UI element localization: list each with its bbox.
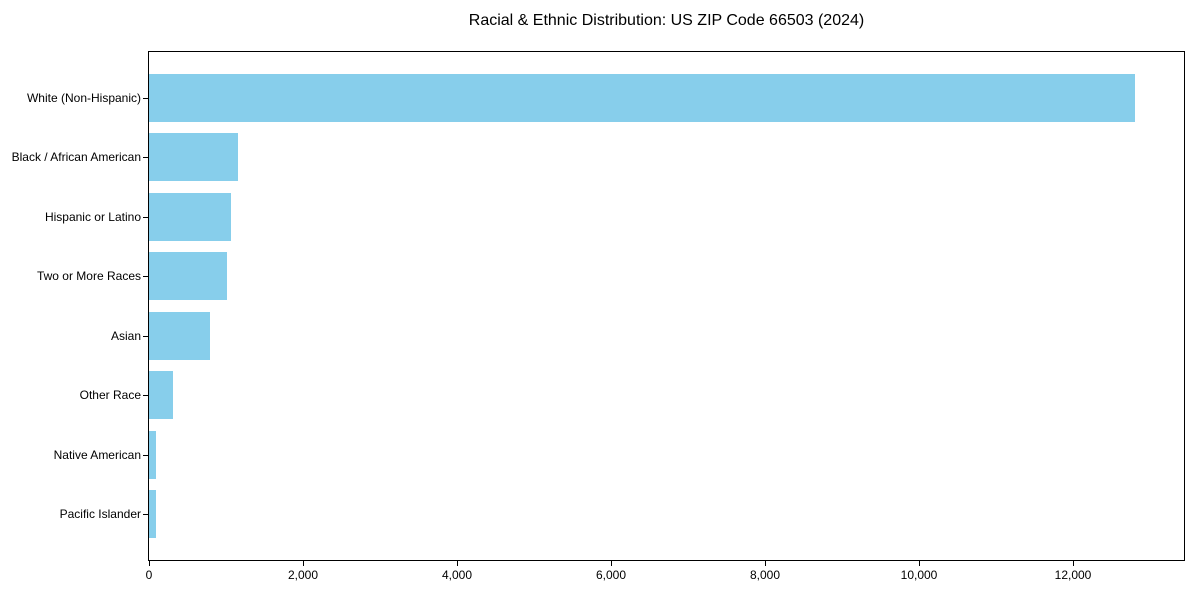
x-tick-label: 0 bbox=[145, 568, 153, 582]
y-tick-mark bbox=[143, 157, 148, 158]
y-tick-label: Black / African American bbox=[11, 150, 141, 164]
y-tick-mark bbox=[143, 98, 148, 99]
x-tick-mark bbox=[303, 561, 304, 566]
x-tick-label: 10,000 bbox=[900, 568, 938, 582]
x-tick-mark bbox=[149, 561, 150, 566]
plot-area bbox=[148, 51, 1185, 561]
y-tick-mark bbox=[143, 514, 148, 515]
y-tick-label: White (Non-Hispanic) bbox=[26, 91, 141, 105]
bar-white-non-hispanic bbox=[149, 74, 1135, 122]
y-tick-mark bbox=[143, 217, 148, 218]
x-tick-mark bbox=[1073, 561, 1074, 566]
y-tick-label: Native American bbox=[53, 448, 141, 462]
y-tick-label: Two or More Races bbox=[36, 269, 141, 283]
y-tick-mark bbox=[143, 395, 148, 396]
y-tick-mark bbox=[143, 455, 148, 456]
bar-hispanic-or-latino bbox=[149, 193, 231, 241]
y-tick-mark bbox=[143, 276, 148, 277]
bar-native-american bbox=[149, 431, 157, 479]
bar-asian bbox=[149, 312, 210, 360]
bar-pacific-islander bbox=[149, 490, 156, 538]
bar-two-or-more-races bbox=[149, 252, 228, 300]
x-tick-label: 6,000 bbox=[595, 568, 627, 582]
y-tick-label: Asian bbox=[110, 329, 141, 343]
x-tick-mark bbox=[919, 561, 920, 566]
x-tick-label: 12,000 bbox=[1054, 568, 1092, 582]
chart-title: Racial & Ethnic Distribution: US ZIP Cod… bbox=[468, 12, 865, 29]
y-tick-label: Pacific Islander bbox=[59, 507, 141, 521]
bar-black-african-american bbox=[149, 133, 238, 181]
x-tick-mark bbox=[457, 561, 458, 566]
x-tick-mark bbox=[765, 561, 766, 566]
x-tick-label: 2,000 bbox=[287, 568, 319, 582]
x-tick-mark bbox=[611, 561, 612, 566]
y-tick-mark bbox=[143, 336, 148, 337]
bar-other-race bbox=[149, 371, 174, 419]
y-tick-label: Hispanic or Latino bbox=[44, 210, 141, 224]
y-tick-label: Other Race bbox=[79, 388, 141, 402]
x-tick-label: 4,000 bbox=[441, 568, 473, 582]
x-tick-label: 8,000 bbox=[749, 568, 781, 582]
